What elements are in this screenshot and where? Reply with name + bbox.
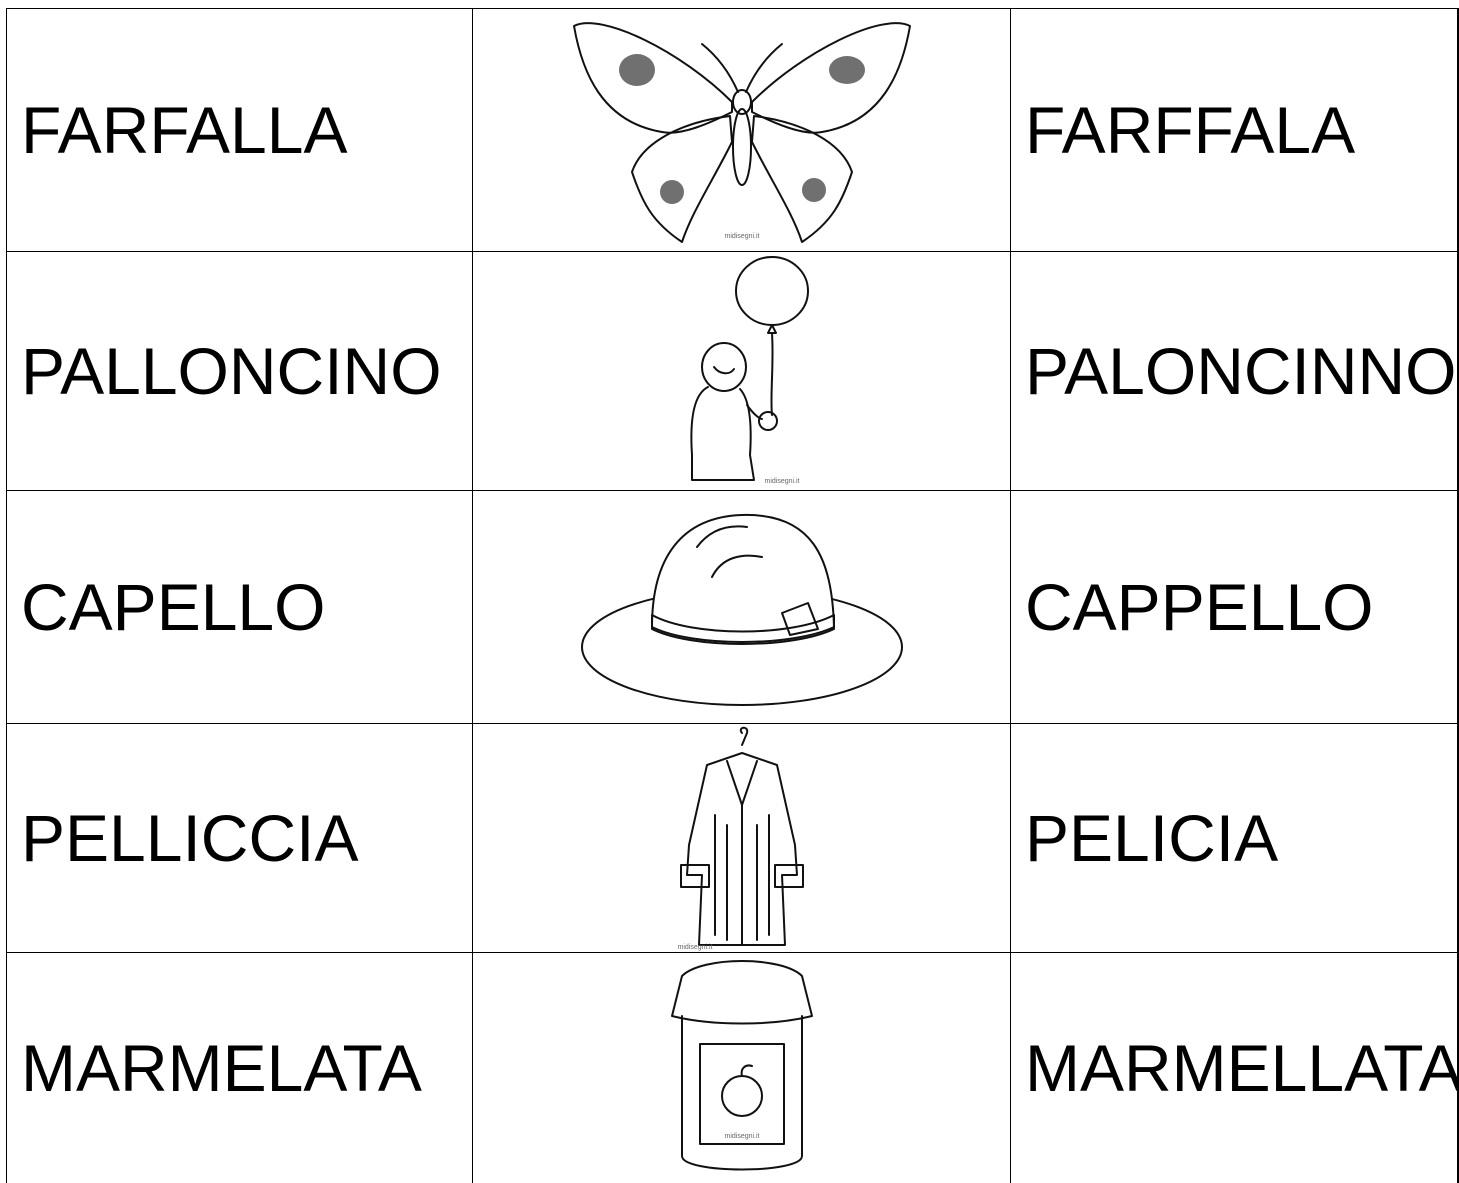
butterfly-drawing: midisegni.it: [572, 22, 911, 243]
word: PELLICCIA: [21, 801, 359, 875]
word-cell: FARFALLA: [6, 8, 472, 251]
word: PALONCINNO: [1025, 334, 1457, 408]
word: CAPPELLO: [1025, 570, 1374, 644]
image-credit: midisegni.it: [764, 478, 799, 485]
image-credit: midisegni.it: [677, 944, 712, 951]
word-cell: MARMELATA: [6, 952, 472, 1183]
picture-cell: midisegni.it: [472, 723, 1010, 952]
word: PALLONCINO: [21, 334, 442, 408]
picture-cell: midisegni.it: [472, 251, 1010, 490]
word-cell: PELICIA: [1010, 723, 1458, 952]
word-cell: FARFFALA: [1010, 8, 1458, 251]
image-credit: midisegni.it: [724, 1133, 759, 1140]
word: MARMELATA: [21, 1031, 422, 1105]
word-cell: CAPPELLO: [1010, 490, 1458, 723]
word: CAPELLO: [21, 570, 326, 644]
word: PELICIA: [1025, 801, 1279, 875]
picture-cell: midisegni.it: [472, 8, 1010, 251]
fur-coat-drawing: midisegni.it: [677, 726, 804, 951]
word-cell: CAPELLO: [6, 490, 472, 723]
word-cell: MARMELLATA: [1010, 952, 1459, 1183]
table-border: [1457, 8, 1459, 1183]
word-cell: PALLONCINO: [6, 251, 472, 490]
image-credit: midisegni.it: [724, 233, 759, 240]
picture-cell: midisegni.it: [472, 952, 1010, 1183]
word: MARMELLATA: [1025, 1031, 1459, 1105]
girl-balloon-drawing: midisegni.it: [689, 256, 809, 485]
jam-jar-drawing: midisegni.it: [670, 960, 813, 1171]
picture-cell: [472, 490, 1010, 723]
word-cell: PALONCINNO: [1010, 251, 1458, 490]
word-cell: PELLICCIA: [6, 723, 472, 952]
word: FARFALLA: [21, 93, 348, 167]
hat-drawing: [580, 513, 903, 706]
word: FARFFALA: [1025, 93, 1356, 167]
